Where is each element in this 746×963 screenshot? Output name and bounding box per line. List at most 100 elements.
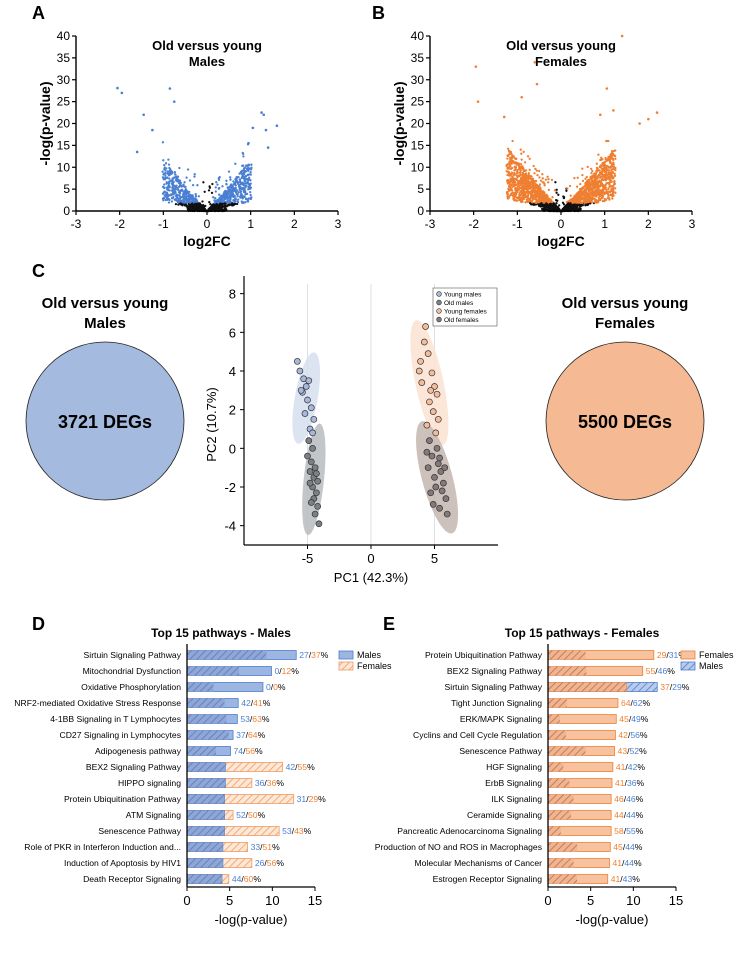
pct-first: 41: [615, 778, 625, 788]
volcano-point: [163, 183, 166, 186]
volcano-point: [178, 184, 182, 187]
pca-group: [415, 323, 442, 437]
volcano-point: [178, 197, 182, 200]
volcano-point: [595, 194, 598, 197]
pathway-label: Protein Ubiquitination Pathway: [64, 794, 182, 804]
volcano-point: [590, 175, 593, 178]
pca-point: [315, 520, 323, 528]
volcano-point: [613, 174, 617, 177]
volcano-point: [229, 176, 232, 179]
pathway-label: NRF2-mediated Oxidative Stress Response: [14, 698, 181, 708]
bar-secondary-overlap: [548, 794, 574, 804]
panel-label-d: D: [32, 614, 45, 634]
pct-first: 37: [236, 730, 246, 740]
volcano-point: [168, 180, 171, 183]
pathway-label: Senescence Pathway: [459, 746, 542, 756]
volcano-point: [582, 200, 586, 204]
pca-point: [307, 404, 315, 412]
pathway-percent: 41/36%: [615, 778, 645, 788]
volcano-point: [234, 181, 237, 184]
volcano-point: [161, 176, 165, 179]
volcano-point: [223, 205, 226, 208]
bar-secondary-overlap: [548, 874, 578, 884]
volcano-point: [511, 180, 514, 183]
volcano-point-extreme: [262, 113, 266, 117]
x-tick-label: 15: [308, 893, 322, 908]
volcano-point: [604, 157, 607, 161]
volcano-point: [517, 165, 521, 168]
pca-point: [422, 323, 429, 330]
volcano-point: [248, 183, 251, 186]
x-tick-label: -5: [302, 551, 314, 566]
volcano-point: [581, 201, 584, 205]
pct-sep: /: [666, 650, 669, 660]
volcano-point: [518, 180, 521, 183]
volcano-point: [543, 184, 546, 187]
volcano-point: [521, 192, 525, 196]
pathway-percent: 46/46%: [614, 794, 644, 804]
volcano-point-extreme: [620, 34, 624, 38]
volcano-point: [517, 185, 520, 188]
x-tick-label: 3: [335, 217, 342, 231]
bar-secondary-overlap: [548, 762, 564, 772]
volcano-point-ns: [219, 208, 223, 211]
pathway-percent: 53/63%: [240, 714, 270, 724]
volcano-point: [165, 198, 169, 201]
pct-first: 41: [616, 762, 626, 772]
volcano-point: [607, 190, 610, 193]
volcano-point: [581, 173, 584, 177]
volcano-point: [609, 175, 613, 178]
volcano-point: [529, 186, 533, 189]
pct-unit: %: [276, 858, 284, 868]
volcano-point: [534, 167, 537, 171]
pca-point: [428, 452, 436, 460]
volcano-point: [526, 200, 529, 203]
pct-first: 45: [619, 714, 629, 724]
volcano-point: [179, 192, 182, 195]
volcano-point: [182, 199, 185, 203]
volcano-point: [614, 157, 617, 160]
pct-first: 36: [255, 778, 265, 788]
volcano-point: [230, 189, 234, 193]
pca-point: [423, 421, 431, 429]
volcano-point: [224, 200, 227, 203]
volcano-point: [508, 180, 511, 183]
volcano-point: [597, 200, 600, 204]
panel-label-e: E: [383, 614, 395, 634]
pct-first: 27: [299, 650, 309, 660]
volcano-point: [170, 172, 173, 176]
volcano-point: [576, 192, 579, 196]
volcano-point: [591, 194, 594, 197]
volcano-point: [248, 185, 251, 188]
volcano-point: [194, 200, 197, 203]
volcano-point: [519, 148, 522, 151]
volcano-point: [574, 198, 577, 202]
volcano-point: [543, 199, 546, 203]
pct-sep: /: [655, 666, 658, 676]
x-tick-label: 5: [431, 551, 438, 566]
volcano-point: [242, 164, 245, 167]
volcano-point: [538, 183, 542, 186]
pct-first: 46: [614, 794, 624, 804]
volcano-point: [167, 194, 170, 197]
pct-second: 31: [669, 650, 679, 660]
volcano-point: [236, 201, 240, 204]
pca-point: [440, 479, 447, 487]
volcano-point: [185, 191, 189, 195]
volcano-point: [241, 174, 245, 178]
volcano-point: [226, 186, 229, 189]
pct-sep: /: [279, 666, 282, 676]
pct-sep: /: [622, 858, 625, 868]
x-axis-label: -log(p-value): [215, 912, 288, 927]
volcano-point-extreme: [142, 113, 145, 117]
volcano-point: [168, 177, 171, 180]
volcano-point: [225, 204, 229, 208]
volcano-point: [541, 181, 544, 184]
volcano-point: [610, 163, 614, 166]
y-tick-label: -4: [224, 519, 236, 534]
pct-unit: %: [307, 762, 315, 772]
volcano-point: [599, 194, 602, 198]
volcano-point: [601, 199, 605, 203]
volcano-point: [215, 200, 218, 203]
volcano-point: [245, 177, 248, 181]
